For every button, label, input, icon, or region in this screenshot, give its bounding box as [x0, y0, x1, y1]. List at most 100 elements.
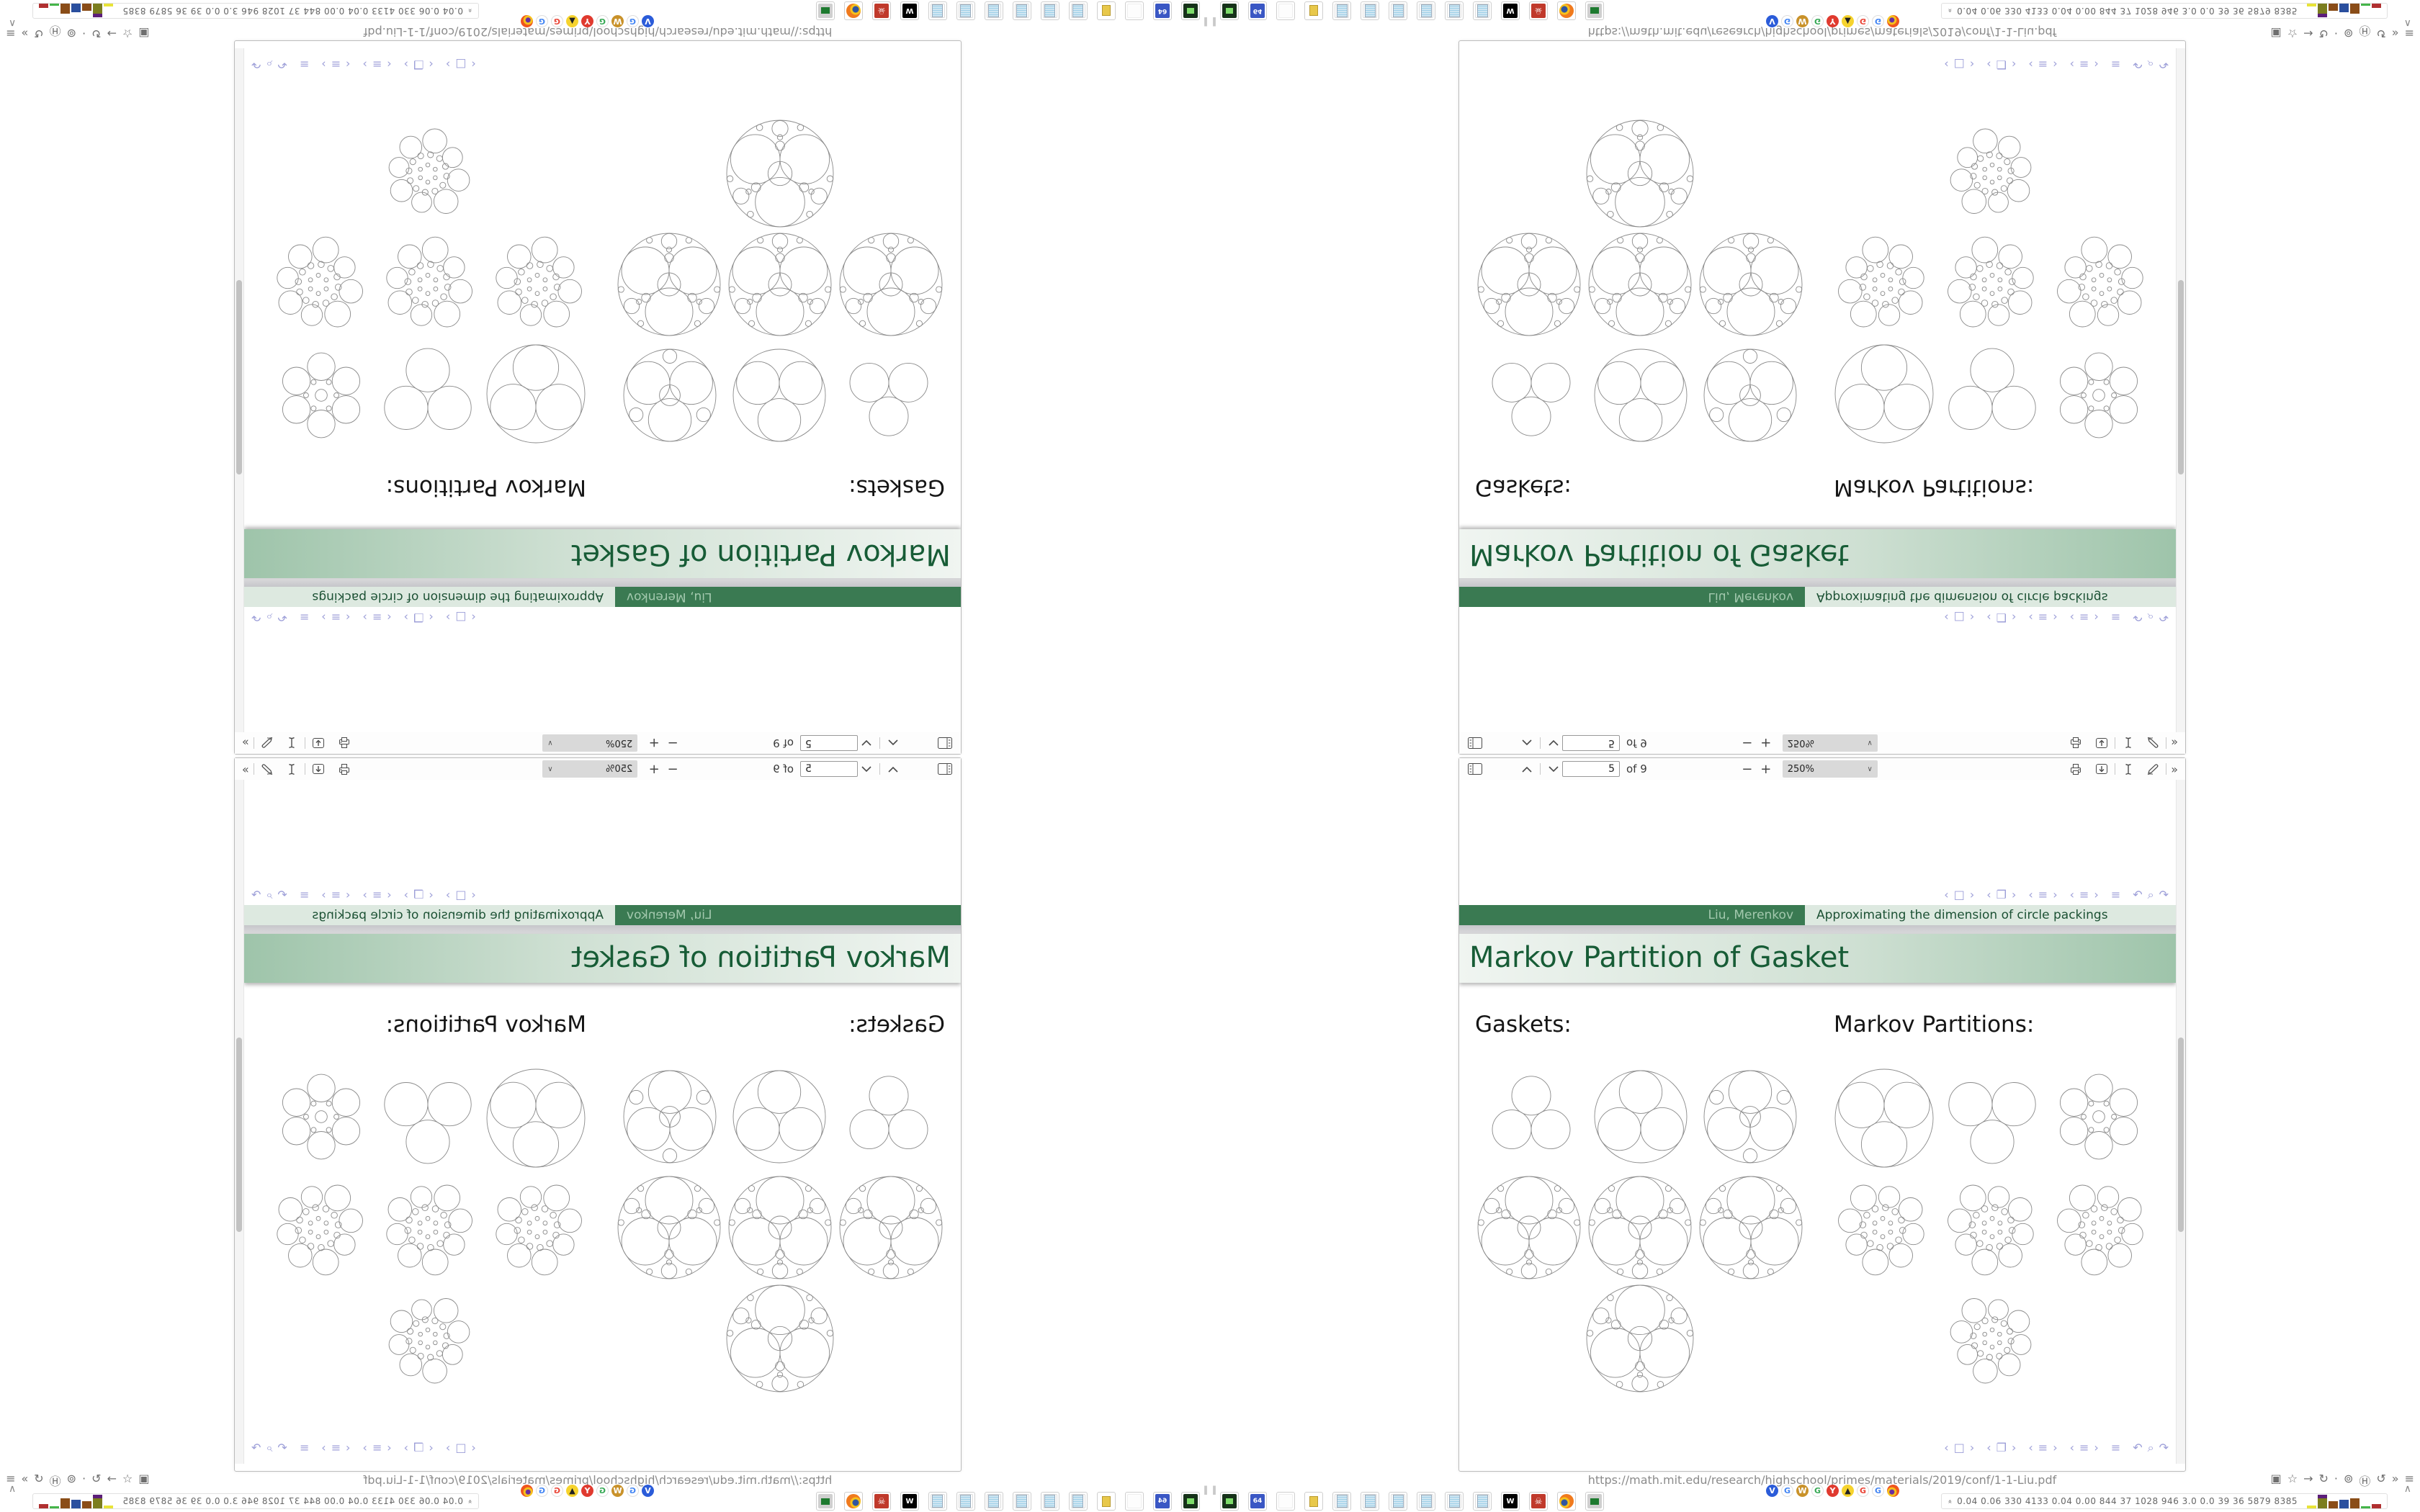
vertical-scrollbar[interactable]	[2176, 48, 2185, 732]
wolf-icon[interactable]: W	[900, 1, 919, 20]
photo-favicon[interactable]: ▲	[1842, 1485, 1854, 1497]
section-prev-icon[interactable]: ‹	[2028, 58, 2034, 71]
forward-icon[interactable]: ↷	[2159, 58, 2169, 71]
pdf-content-area[interactable]: ‹□›‹❐›‹≡›‹≡›≡↶⌕↷ Liu, Merenkov Approxima…	[1459, 48, 2185, 732]
frame-icon[interactable]: ❐	[413, 1441, 424, 1454]
subsection-prev-icon[interactable]: ‹	[345, 888, 351, 901]
back-icon[interactable]: ↶	[2133, 58, 2143, 71]
forward-icon[interactable]: ↷	[251, 611, 261, 624]
google-favicon[interactable]: G	[1857, 15, 1869, 27]
notepad-icon[interactable]	[1445, 1, 1464, 20]
slide-icon[interactable]: □	[454, 1441, 467, 1454]
subsection-icon[interactable]: ≡	[2079, 58, 2090, 71]
search-icon[interactable]: ⌕	[2147, 1441, 2155, 1454]
terminal-icon[interactable]	[1220, 1492, 1239, 1511]
slide-icon[interactable]: □	[1953, 1441, 1966, 1454]
text-selection-tool-button[interactable]	[283, 734, 300, 752]
firefox-icon[interactable]	[844, 1492, 863, 1511]
slide-next-icon[interactable]: ›	[1969, 1441, 1976, 1454]
zoom-out-button[interactable]: −	[1742, 735, 1753, 751]
section-next-icon[interactable]: ›	[362, 58, 367, 71]
section-icon[interactable]: ≡	[371, 611, 382, 624]
frame-prev-icon[interactable]: ‹	[1986, 888, 1992, 901]
zoom-in-button[interactable]: +	[648, 735, 660, 751]
zoom-out-button[interactable]: −	[667, 735, 678, 751]
slide-prev-icon[interactable]: ‹	[470, 58, 476, 71]
firefox-favicon[interactable]	[521, 15, 533, 27]
blank-icon[interactable]	[1276, 1492, 1295, 1511]
floppy64-icon[interactable]: 64	[1153, 1, 1172, 20]
notepad-icon[interactable]	[1417, 1492, 1435, 1511]
terminal-icon[interactable]	[1181, 1492, 1200, 1511]
firefox-favicon[interactable]	[521, 1485, 533, 1497]
page-number-input[interactable]	[1562, 735, 1620, 751]
section-next-icon[interactable]: ›	[2053, 888, 2058, 901]
notepad-icon[interactable]	[928, 1492, 947, 1511]
yandex-favicon[interactable]: Y	[581, 1485, 593, 1497]
folder-icon[interactable]	[1097, 1492, 1116, 1511]
previous-page-button[interactable]	[1518, 734, 1536, 752]
notepad-icon[interactable]	[1473, 1, 1492, 20]
zoom-level-select[interactable]: 250% ∨	[1782, 734, 1878, 752]
notepad-icon[interactable]	[1361, 1, 1379, 20]
draw-pencil-tool-button[interactable]	[2144, 734, 2161, 752]
google-favicon[interactable]: G	[596, 15, 609, 27]
frame-icon[interactable]: ❐	[1996, 611, 2007, 624]
slide-icon[interactable]: □	[454, 58, 467, 71]
appendix-icon[interactable]: ≡	[2110, 58, 2122, 71]
coin-favicon[interactable]: W	[1796, 1485, 1809, 1497]
forward-icon[interactable]: ↷	[251, 888, 261, 901]
notepad-icon[interactable]	[1417, 1, 1435, 20]
google-favicon[interactable]: G	[1811, 15, 1824, 27]
google-favicon[interactable]: G	[1872, 15, 1884, 27]
tray-expand-chevron-icon[interactable]: ∧	[9, 1483, 17, 1495]
slide-prev-icon[interactable]: ‹	[470, 611, 476, 624]
back-icon[interactable]: ↶	[277, 611, 287, 624]
notepad-icon[interactable]	[1332, 1492, 1351, 1511]
subsection-next-icon[interactable]: ›	[2094, 1441, 2099, 1454]
zoom-level-select[interactable]: 250% ∨	[542, 734, 638, 752]
firefox-icon[interactable]	[844, 1, 863, 20]
floppy64-icon[interactable]: 64	[1248, 1492, 1267, 1511]
dart-favicon[interactable]: V	[642, 15, 654, 27]
section-icon[interactable]: ≡	[2038, 58, 2049, 71]
vertical-scrollbar-thumb[interactable]	[236, 280, 242, 474]
coin-favicon[interactable]: W	[611, 1485, 624, 1497]
sidebar-toggle-button[interactable]	[1466, 760, 1484, 778]
subsection-prev-icon[interactable]: ‹	[345, 1441, 351, 1454]
skull-icon[interactable]: ☠	[872, 1, 891, 20]
appendix-icon[interactable]: ≡	[2110, 611, 2122, 624]
monitor-icon[interactable]	[1585, 1492, 1604, 1511]
frame-prev-icon[interactable]: ‹	[428, 58, 434, 71]
page-number-input[interactable]	[1562, 761, 1620, 777]
subsection-next-icon[interactable]: ›	[321, 611, 326, 624]
search-icon[interactable]: ⌕	[265, 1441, 273, 1454]
more-tools-button[interactable]: »	[2171, 736, 2178, 750]
subsection-icon[interactable]: ≡	[2079, 611, 2090, 624]
blank-icon[interactable]	[1276, 1, 1295, 20]
dart-favicon[interactable]: V	[642, 1485, 654, 1497]
sidebar-toggle-button[interactable]	[936, 760, 954, 778]
section-icon[interactable]: ≡	[371, 1441, 382, 1454]
monitor-icon[interactable]	[816, 1, 835, 20]
slide-icon[interactable]: □	[1953, 888, 1966, 901]
skull-icon[interactable]: ☠	[1529, 1492, 1548, 1511]
draw-pencil-tool-button[interactable]	[2144, 760, 2161, 778]
frame-next-icon[interactable]: ›	[403, 611, 409, 624]
frame-icon[interactable]: ❐	[1996, 1441, 2007, 1454]
terminal-icon[interactable]	[1181, 1, 1200, 20]
yandex-favicon[interactable]: Y	[1827, 15, 1839, 27]
picture-icon[interactable]: ▣	[2270, 1472, 2282, 1485]
google-favicon[interactable]: G	[551, 15, 563, 27]
vertical-scrollbar-thumb[interactable]	[236, 1038, 242, 1232]
skull-icon[interactable]: ☠	[872, 1492, 891, 1511]
slide-next-icon[interactable]: ›	[444, 888, 451, 901]
frame-icon[interactable]: ❐	[413, 58, 424, 71]
back-icon[interactable]: ↶	[2133, 611, 2143, 624]
star-icon[interactable]: ☆	[2287, 1472, 2298, 1485]
frame-next-icon[interactable]: ›	[403, 58, 409, 71]
frame-icon[interactable]: ❐	[1996, 58, 2007, 71]
back-icon[interactable]: ↶	[277, 58, 287, 71]
skull-icon[interactable]: ☠	[1529, 1, 1548, 20]
frame-prev-icon[interactable]: ‹	[428, 611, 434, 624]
